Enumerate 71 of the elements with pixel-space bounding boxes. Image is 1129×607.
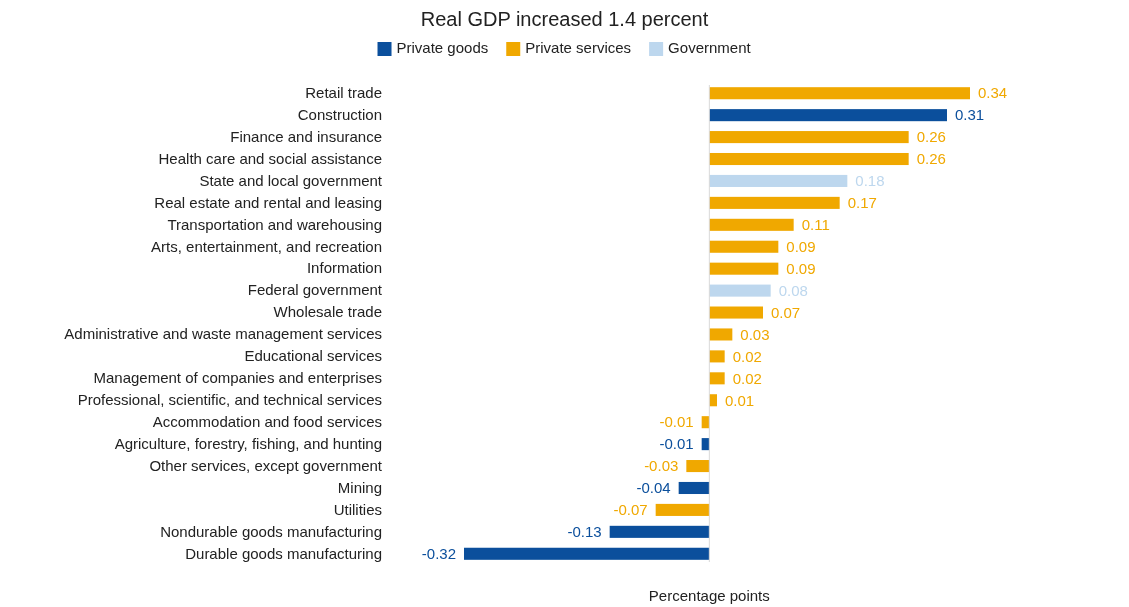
y-tick-label: Accommodation and food services bbox=[152, 412, 382, 430]
legend-label: Private services bbox=[525, 39, 632, 56]
bar bbox=[709, 262, 779, 275]
bar bbox=[701, 438, 710, 451]
bar bbox=[709, 196, 840, 209]
y-tick-label: Federal government bbox=[247, 281, 383, 299]
y-tick-label: Construction bbox=[297, 105, 382, 123]
y-tick-label: Information bbox=[306, 259, 382, 277]
bar bbox=[709, 394, 717, 407]
data-label: -0.03 bbox=[644, 457, 679, 475]
bar bbox=[709, 152, 909, 166]
data-label: -0.01 bbox=[659, 435, 694, 453]
data-label: 0.09 bbox=[786, 259, 816, 277]
data-label: -0.32 bbox=[421, 545, 456, 563]
bar bbox=[655, 503, 710, 516]
y-tick-label: Agriculture, forestry, fishing, and hunting bbox=[114, 434, 382, 452]
y-tick-label: Real estate and rental and leasing bbox=[154, 193, 382, 211]
bar bbox=[701, 416, 710, 429]
data-label: 0.26 bbox=[916, 150, 946, 168]
y-tick-label: Wholesale trade bbox=[273, 303, 382, 321]
data-label: 0.34 bbox=[978, 84, 1008, 102]
data-label: -0.04 bbox=[636, 479, 671, 497]
data-label: 0.03 bbox=[740, 325, 770, 343]
y-tick-label: Arts, entertainment, and recreation bbox=[151, 237, 382, 255]
data-label: -0.01 bbox=[659, 413, 694, 431]
bar bbox=[709, 87, 970, 100]
data-label: 0.07 bbox=[771, 303, 801, 321]
bar bbox=[678, 481, 710, 495]
bar bbox=[709, 131, 909, 144]
y-tick-label: Durable goods manufacturing bbox=[185, 544, 382, 562]
y-tick-label: Other services, except government bbox=[149, 456, 383, 474]
bar bbox=[686, 460, 710, 473]
bar bbox=[709, 240, 779, 253]
y-tick-label: Educational services bbox=[244, 347, 382, 365]
data-label: 0.01 bbox=[725, 391, 755, 409]
bar bbox=[709, 372, 725, 385]
y-tick-label: Management of companies and enterprises bbox=[93, 369, 382, 387]
chart-title: Real GDP increased 1.4 percent bbox=[420, 8, 709, 30]
bar bbox=[609, 525, 710, 538]
legend-label: Private goods bbox=[396, 39, 489, 56]
data-label: -0.07 bbox=[613, 501, 648, 519]
y-tick-label: Professional, scientific, and technical services bbox=[77, 391, 382, 409]
y-tick-label: Health care and social assistance bbox=[158, 149, 382, 167]
data-label: 0.11 bbox=[801, 216, 830, 234]
data-label: 0.18 bbox=[855, 172, 885, 190]
bar bbox=[709, 174, 848, 187]
data-label: 0.02 bbox=[732, 369, 762, 387]
y-tick-label: Retail trade bbox=[305, 84, 382, 102]
data-label: 0.09 bbox=[786, 237, 816, 255]
y-tick-label: Mining bbox=[337, 478, 382, 496]
y-tick-label: Utilities bbox=[333, 500, 382, 518]
data-label: -0.13 bbox=[567, 523, 602, 541]
bar bbox=[464, 547, 710, 560]
y-tick-label: Transportation and warehousing bbox=[167, 215, 382, 233]
bar bbox=[709, 350, 725, 363]
y-tick-label: Nondurable goods manufacturing bbox=[160, 522, 382, 540]
bar bbox=[709, 218, 794, 231]
bar bbox=[709, 328, 733, 341]
data-label: 0.02 bbox=[732, 347, 762, 365]
legend-label: Government bbox=[668, 39, 752, 56]
y-tick-label: Administrative and waste management services bbox=[64, 325, 382, 343]
y-tick-label: State and local government bbox=[199, 171, 383, 189]
x-axis-title: Percentage points bbox=[648, 587, 770, 604]
bar bbox=[709, 306, 763, 319]
data-label: 0.08 bbox=[778, 281, 808, 299]
y-tick-label: Finance and insurance bbox=[230, 127, 382, 145]
bar bbox=[709, 284, 771, 297]
data-label: 0.31 bbox=[955, 106, 985, 124]
data-label: 0.26 bbox=[916, 128, 946, 146]
bar bbox=[709, 109, 947, 122]
data-label: 0.17 bbox=[847, 194, 877, 212]
